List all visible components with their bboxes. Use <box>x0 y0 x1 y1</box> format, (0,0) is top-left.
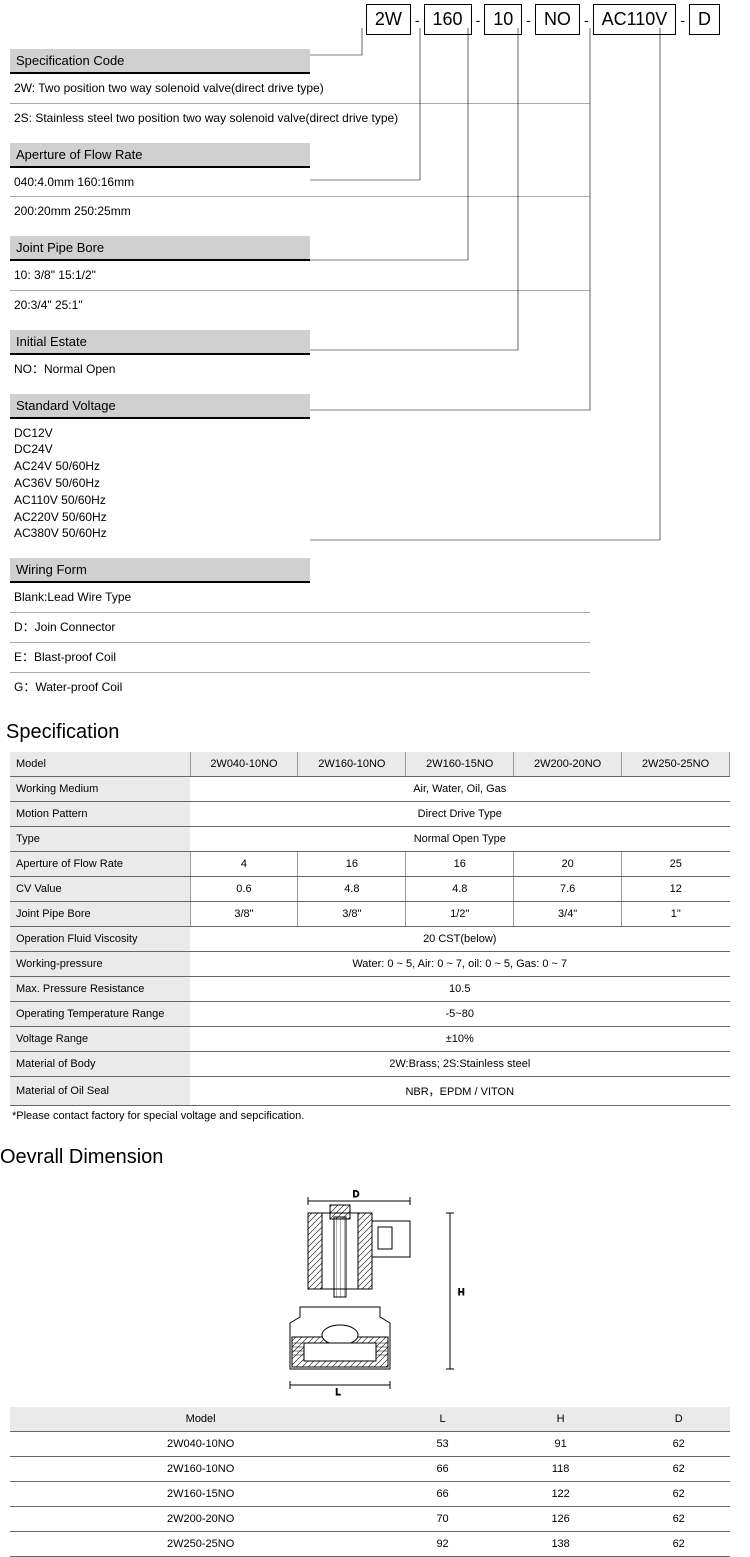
svg-text:H: H <box>458 1287 465 1297</box>
dimension-table: ModelLHD 2W040-10NO5391622W160-10NO66118… <box>10 1407 730 1557</box>
spec-code-sections: Specification Code2W: Two position two w… <box>0 49 750 701</box>
svg-text:D: D <box>353 1189 360 1199</box>
section-header: Joint Pipe Bore <box>10 236 310 261</box>
section-header: Aperture of Flow Rate <box>10 143 310 168</box>
spec-row: Working MediumAir, Water, Oil, Gas <box>10 777 730 802</box>
spec-row: Max. Pressure Resistance10.5 <box>10 977 730 1002</box>
section-item: D：Join Connector <box>10 613 590 643</box>
code-part-0: 2W <box>366 4 411 35</box>
spec-row: Joint Pipe Bore3/8"3/8"1/2"3/4"1" <box>10 902 730 927</box>
section-item: 040:4.0mm 160:16mm <box>10 168 590 198</box>
section-item: Blank:Lead Wire Type <box>10 583 590 613</box>
section-header: Wiring Form <box>10 558 310 583</box>
spec-row: Material of Oil SealNBR，EPDM / VITON <box>10 1077 730 1106</box>
section-item: 20:3/4" 25:1" <box>10 291 590 320</box>
section-item: 2S: Stainless steel two position two way… <box>10 104 590 133</box>
spec-row: Motion PatternDirect Drive Type <box>10 802 730 827</box>
code-part-4: AC110V <box>593 4 677 35</box>
code-part-2: 10 <box>484 4 522 35</box>
section-header: Standard Voltage <box>10 394 310 419</box>
section-header: Initial Estate <box>10 330 310 355</box>
spec-row: Material of Body2W:Brass; 2S:Stainless s… <box>10 1052 730 1077</box>
spec-row: Operating Temperature Range-5~80 <box>10 1002 730 1027</box>
spec-note: *Please contact factory for special volt… <box>0 1106 750 1126</box>
spec-row: CV Value0.64.84.87.612 <box>10 877 730 902</box>
section-item: 10: 3/8" 15:1/2" <box>10 261 590 291</box>
code-part-3: NO <box>535 4 580 35</box>
specification-title: Specification <box>6 721 750 744</box>
dim-row: 2W040-10NO539162 <box>10 1432 730 1457</box>
spec-row: Aperture of Flow Rate416162025 <box>10 852 730 877</box>
section-item: E：Blast-proof Coil <box>10 643 590 673</box>
specification-table: Model2W040-10NO2W160-10NO2W160-15NO2W200… <box>10 752 730 1106</box>
dim-row: 2W160-10NO6611862 <box>10 1457 730 1482</box>
section-item: DC12V DC24V AC24V 50/60Hz AC36V 50/60Hz … <box>10 419 590 549</box>
code-part-1: 160 <box>424 4 472 35</box>
dimension-diagram: D H L <box>0 1177 750 1407</box>
section-item: 200:20mm 250:25mm <box>10 197 590 226</box>
svg-text:L: L <box>335 1387 340 1397</box>
spec-row: Voltage Range±10% <box>10 1027 730 1052</box>
dimension-title: Oevrall Dimension <box>0 1146 750 1169</box>
section-item: NO：Normal Open <box>10 355 590 384</box>
section-item: 2W: Two position two way solenoid valve(… <box>10 74 590 104</box>
dim-row: 2W200-20NO7012662 <box>10 1507 730 1532</box>
section-header: Specification Code <box>10 49 310 74</box>
dim-row: 2W160-15NO6612262 <box>10 1482 730 1507</box>
spec-row: Working-pressureWater: 0 ~ 5, Air: 0 ~ 7… <box>10 952 730 977</box>
code-breakdown: 2W - 160 - 10 - NO - AC110V - D <box>0 0 750 39</box>
section-item: G：Water-proof Coil <box>10 673 590 702</box>
spec-row: Operation Fluid Viscosity20 CST(below) <box>10 927 730 952</box>
spec-row: TypeNormal Open Type <box>10 827 730 852</box>
dim-row: 2W250-25NO9213862 <box>10 1532 730 1557</box>
code-part-5: D <box>689 4 720 35</box>
